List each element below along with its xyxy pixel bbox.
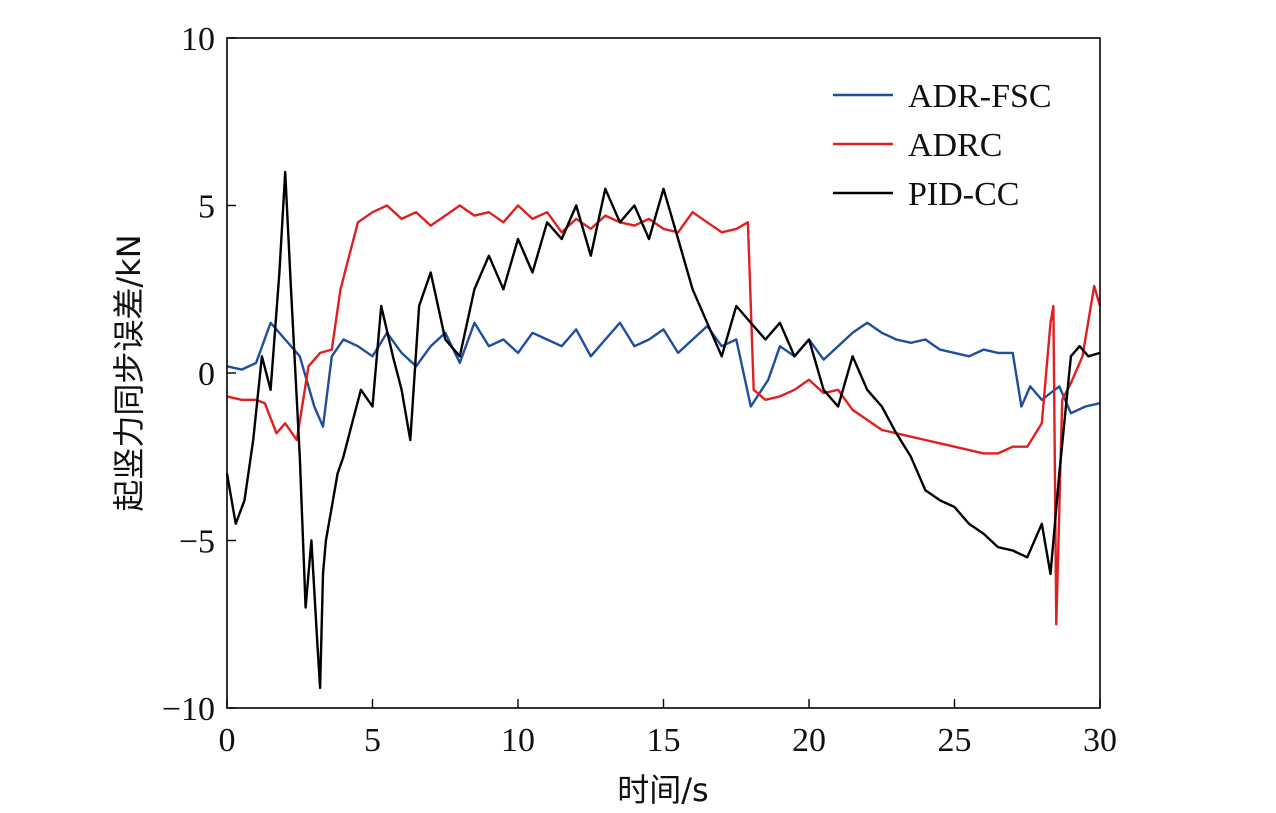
- legend-label-adrc: ADRC: [908, 127, 1002, 164]
- y-tick-label: 10: [181, 21, 215, 58]
- series-line-adr-fsc: [226, 321, 1101, 428]
- x-tick-label: 0: [219, 722, 236, 759]
- legend: ADR-FSC ADRC PID-CC: [833, 78, 1052, 213]
- series-layer: [225, 170, 1102, 690]
- y-axis: 10 5 0 −5 −10: [162, 21, 236, 728]
- legend-label-pid-cc: PID-CC: [908, 176, 1019, 213]
- series-line-adrc: [226, 204, 1102, 626]
- series-line-pid-cc: [225, 170, 1101, 690]
- legend-label-adr-fsc: ADR-FSC: [908, 78, 1052, 115]
- x-tick-label: 10: [501, 722, 535, 759]
- x-tick-label: 5: [364, 722, 381, 759]
- x-tick-label: 20: [792, 722, 826, 759]
- x-tick-label: 30: [1083, 722, 1117, 759]
- x-axis-label: 时间/s: [617, 771, 708, 809]
- y-tick-label: −10: [162, 691, 215, 728]
- x-tick-label: 15: [647, 722, 681, 759]
- y-tick-label: −5: [179, 524, 215, 561]
- x-tick-label: 25: [938, 722, 972, 759]
- x-axis: 0 5 10 15 20 25 30: [219, 699, 1117, 759]
- y-axis-label: 起竖力同步误差/kN: [110, 234, 148, 511]
- y-tick-label: 5: [198, 189, 215, 226]
- y-tick-label: 0: [198, 356, 215, 393]
